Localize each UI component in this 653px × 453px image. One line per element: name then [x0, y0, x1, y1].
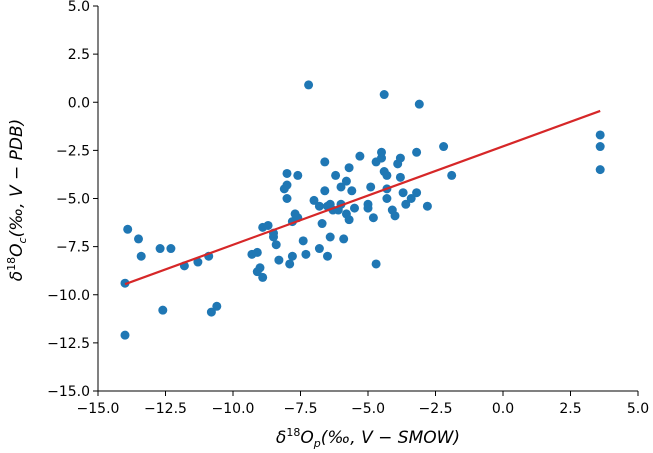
data-point — [382, 194, 392, 203]
data-point — [206, 307, 216, 317]
data-point — [325, 232, 335, 242]
x-tick-label: −2.5 — [419, 401, 453, 417]
data-point — [314, 244, 324, 254]
points-layer — [120, 80, 605, 340]
axes: −15.0 −12.5 −10.0 −7.5 −5.0 −2.5 0.0 2.5 5.0 −15.… — [47, 0, 649, 417]
data-point — [134, 234, 143, 244]
data-point — [320, 157, 330, 167]
data-point — [406, 194, 416, 203]
y-tick-label: 5.0 — [68, 0, 90, 15]
data-point — [304, 80, 314, 90]
y-axis-label: δ18Oc(‰, V − PDB) — [5, 119, 29, 282]
data-point — [422, 201, 432, 211]
y-tick-label: −12.5 — [47, 336, 90, 352]
data-point — [320, 186, 330, 196]
data-point — [368, 213, 378, 223]
regression-line — [124, 109, 601, 286]
data-point — [377, 147, 386, 157]
data-point — [282, 194, 292, 203]
y-tick-label: −15.0 — [47, 384, 90, 400]
axis-labels: δ18Oc(‰, V − PDB) δ18Op(‰, V − SMOW) — [5, 119, 460, 450]
data-point — [382, 170, 392, 180]
data-point — [355, 151, 365, 161]
data-point — [287, 251, 297, 261]
data-point — [398, 188, 408, 198]
data-point — [317, 219, 327, 229]
data-point — [344, 163, 354, 173]
data-point — [309, 195, 319, 205]
data-point — [339, 234, 349, 244]
data-point — [439, 142, 449, 152]
data-point — [336, 182, 346, 192]
data-point — [252, 247, 262, 257]
data-point — [136, 251, 146, 261]
y-tick-label: 2.5 — [68, 47, 90, 63]
data-point — [298, 236, 308, 246]
y-tick-label: 0.0 — [68, 95, 90, 111]
data-point — [274, 255, 284, 265]
data-point — [301, 249, 311, 259]
data-point — [193, 257, 203, 267]
data-point — [595, 130, 605, 140]
data-point — [344, 215, 354, 225]
data-point — [166, 244, 176, 254]
data-point — [263, 220, 273, 230]
data-point — [155, 244, 165, 254]
data-point — [123, 224, 133, 234]
x-tick-label: −7.5 — [284, 401, 318, 417]
data-point — [341, 176, 351, 186]
data-point — [258, 272, 268, 282]
data-point — [395, 172, 405, 182]
x-tick-label: −12.5 — [144, 401, 187, 417]
y-tick-label: −5.0 — [56, 192, 90, 208]
x-axis-label: δ18Op(‰, V − SMOW) — [276, 426, 460, 450]
x-tick-label: −5.0 — [351, 401, 385, 417]
data-point — [447, 170, 457, 180]
y-tick-label: −10.0 — [47, 288, 90, 304]
data-point — [212, 301, 222, 311]
y-tick-label: −2.5 — [56, 143, 90, 159]
data-point — [395, 153, 405, 163]
x-tick-label: 5.0 — [627, 401, 649, 417]
data-point — [271, 240, 281, 250]
data-point — [331, 170, 341, 180]
data-point — [371, 259, 381, 269]
data-point — [414, 99, 424, 109]
data-point — [323, 251, 332, 261]
y-tick-label: −7.5 — [56, 240, 90, 256]
data-point — [366, 182, 376, 192]
x-tick-label: −15.0 — [77, 401, 120, 417]
data-point — [255, 263, 265, 273]
x-tick-label: 2.5 — [559, 401, 581, 417]
x-tick-label: −10.0 — [212, 401, 255, 417]
data-point — [379, 90, 389, 100]
data-point — [282, 168, 292, 178]
data-point — [363, 203, 373, 213]
data-point — [158, 305, 168, 315]
data-point — [314, 201, 324, 211]
data-point — [595, 165, 605, 175]
data-point — [390, 211, 400, 221]
fit-line-layer — [124, 109, 601, 286]
data-point — [347, 186, 357, 196]
data-point — [285, 259, 295, 269]
data-point — [350, 203, 359, 213]
data-point — [595, 142, 605, 152]
data-point — [282, 180, 292, 190]
data-point — [412, 188, 422, 198]
data-point — [412, 147, 422, 157]
data-point — [293, 170, 303, 180]
data-point — [120, 330, 130, 340]
x-tick-label: 0.0 — [492, 401, 514, 417]
data-point — [401, 199, 411, 209]
